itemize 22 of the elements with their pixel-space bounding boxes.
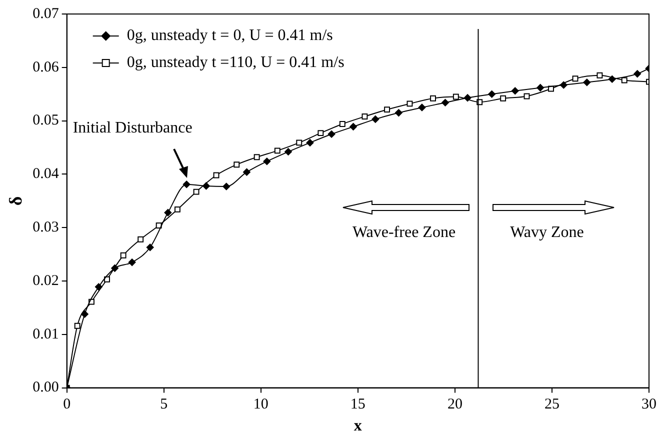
y-tick-label: 0.05 — [32, 112, 59, 129]
annotation: Initial Disturbance — [72, 120, 192, 137]
x-axis-title: x — [354, 418, 362, 435]
y-tick-label: 0.06 — [32, 59, 60, 76]
legend-label: 0g, unsteady t = 0, U = 0.41 m/s — [126, 27, 333, 44]
y-tick-label: 0.03 — [32, 220, 59, 236]
annotation: Wave-free Zone — [352, 224, 456, 242]
annotation: Wavy Zone — [510, 224, 584, 242]
x-tick-label: 5 — [160, 396, 168, 413]
y-tick-label: 0.02 — [32, 272, 59, 289]
x-tick-label: 15 — [350, 396, 366, 413]
y-axis-title: δ — [5, 196, 26, 206]
legend-label: 0g, unsteady t =110, U = 0.41 m/s — [126, 54, 344, 72]
y-tick-label: 0.07 — [32, 6, 60, 22]
x-tick-label: 30 — [642, 396, 656, 413]
x-tick-label: 10 — [253, 396, 268, 413]
x-tick-label: 20 — [447, 396, 462, 413]
y-tick-label: 0.00 — [32, 380, 59, 396]
x-tick-label: 0 — [63, 396, 71, 413]
y-tick-label: 0.01 — [32, 326, 59, 342]
y-tick-label: 0.04 — [32, 166, 60, 182]
x-tick-label: 25 — [544, 396, 560, 413]
